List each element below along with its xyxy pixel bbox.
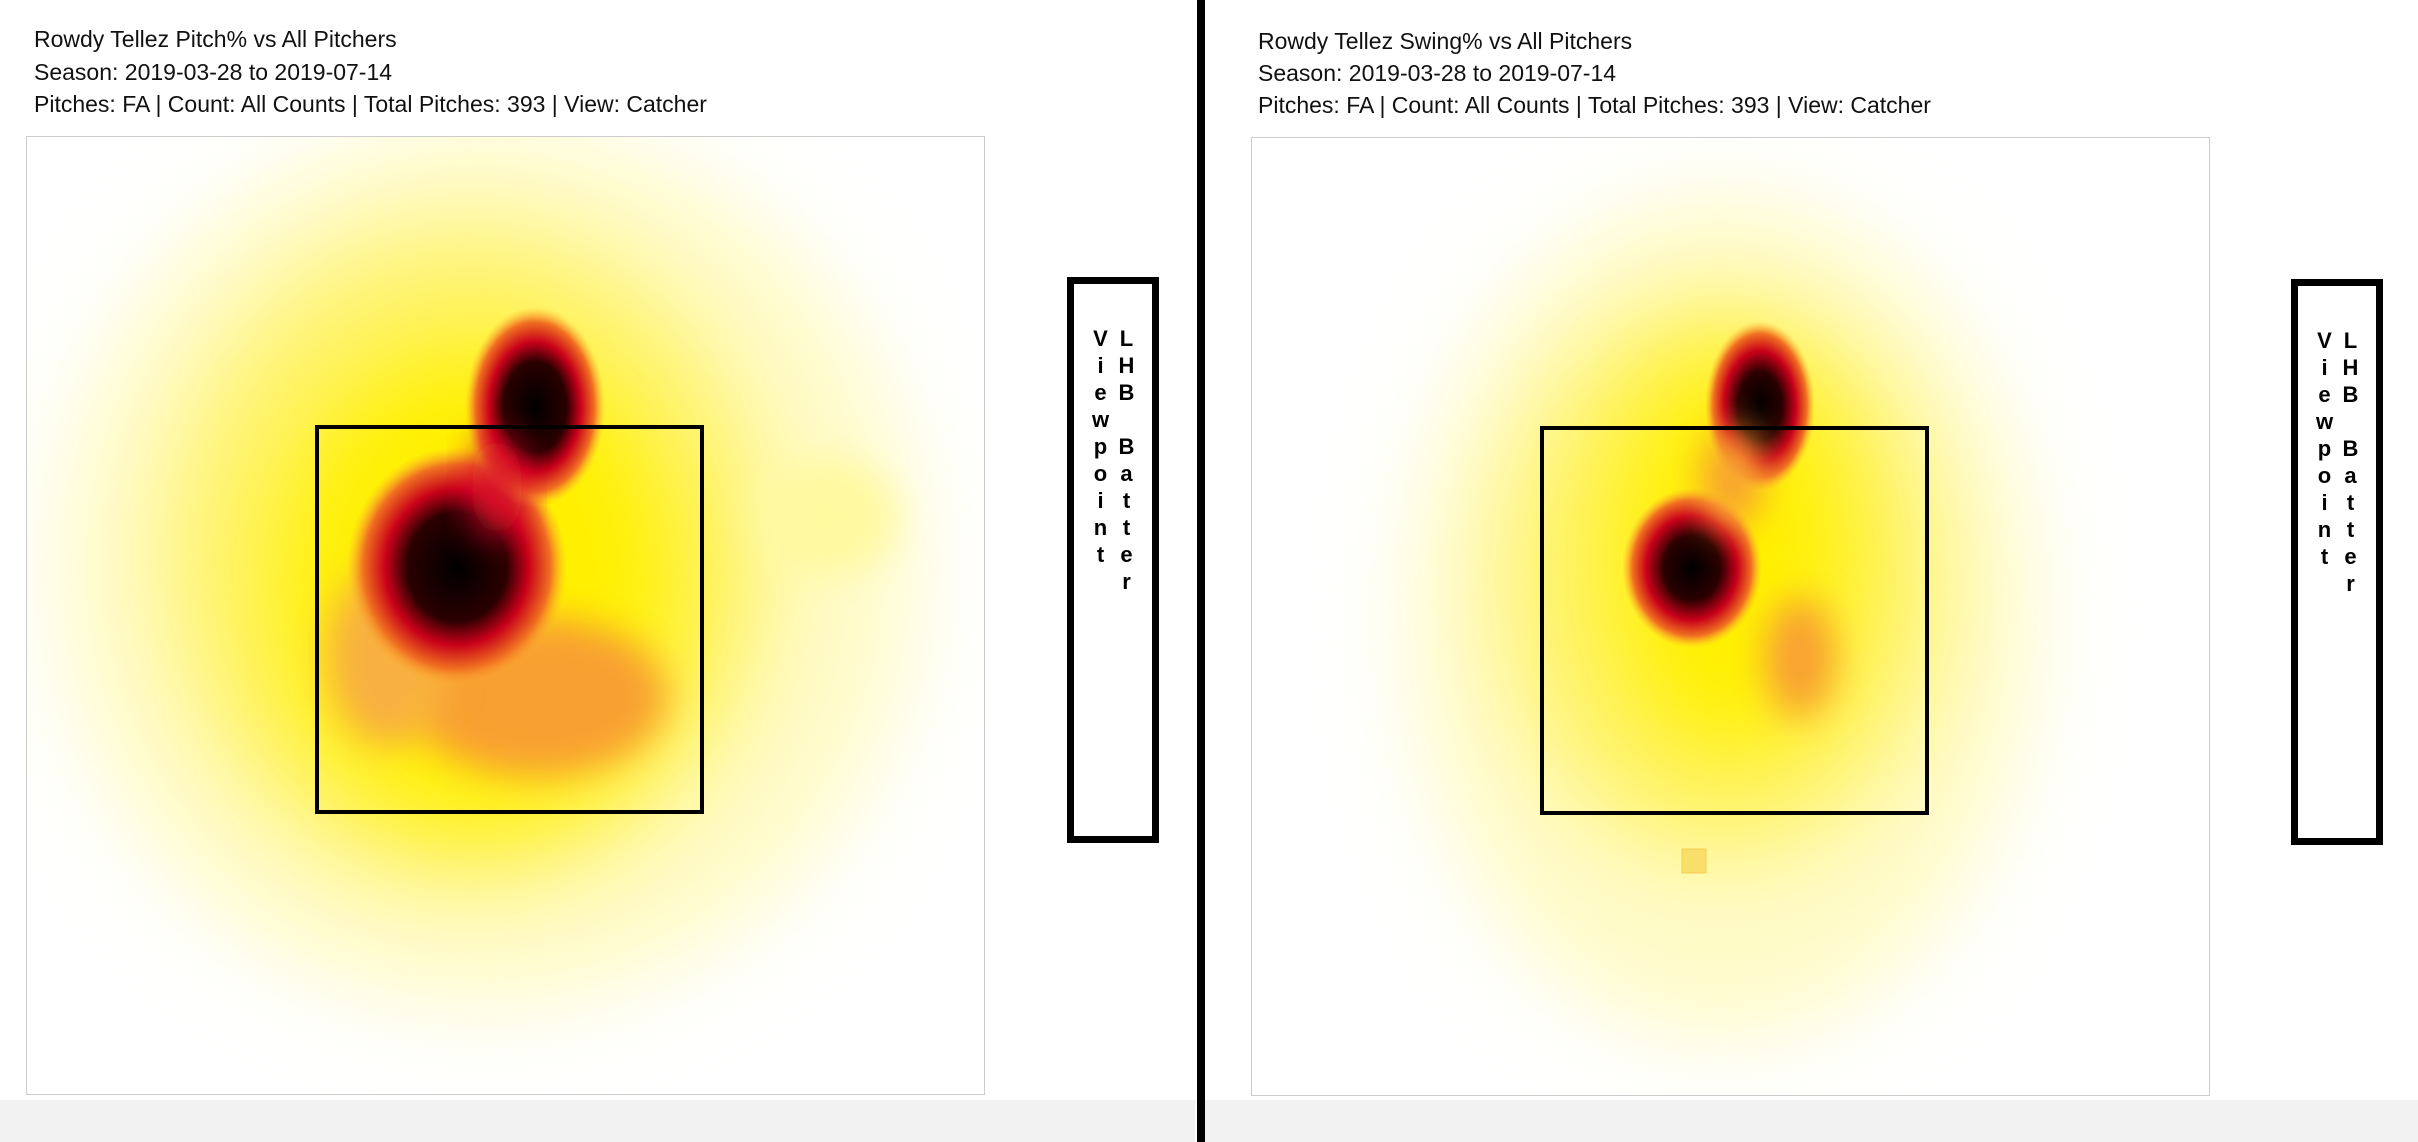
panel-details: Pitches: FA | Count: All Counts | Total … — [34, 91, 707, 117]
heatmap — [1251, 137, 2210, 1096]
panel-season: Season: 2019-03-28 to 2019-07-14 — [34, 59, 393, 85]
cell — [1681, 848, 1707, 874]
side-label-box: LHB Batter Viewpoint — [1067, 277, 1159, 843]
strike-zone — [1540, 426, 1929, 815]
heatmap — [26, 127, 985, 1095]
footer-strip — [0, 1100, 1195, 1142]
strike-zone — [315, 425, 704, 814]
side-label: LHB Batter Viewpoint — [1088, 326, 1139, 596]
footer-strip — [1205, 1100, 2418, 1142]
heatmap-svg — [57, 127, 917, 1007]
divider — [1197, 0, 1205, 1142]
panel-season: Season: 2019-03-28 to 2019-07-14 — [1258, 60, 1617, 86]
side-label: LHB Batter Viewpoint — [2312, 328, 2363, 598]
panel-details: Pitches: FA | Count: All Counts | Total … — [1258, 92, 1931, 118]
heatmap-svg — [1412, 198, 2032, 1038]
side-label-box: LHB Batter Viewpoint — [2291, 279, 2383, 845]
panel-title: Rowdy Tellez Pitch% vs All Pitchers — [34, 26, 397, 52]
panel-title: Rowdy Tellez Swing% vs All Pitchers — [1258, 28, 1633, 54]
